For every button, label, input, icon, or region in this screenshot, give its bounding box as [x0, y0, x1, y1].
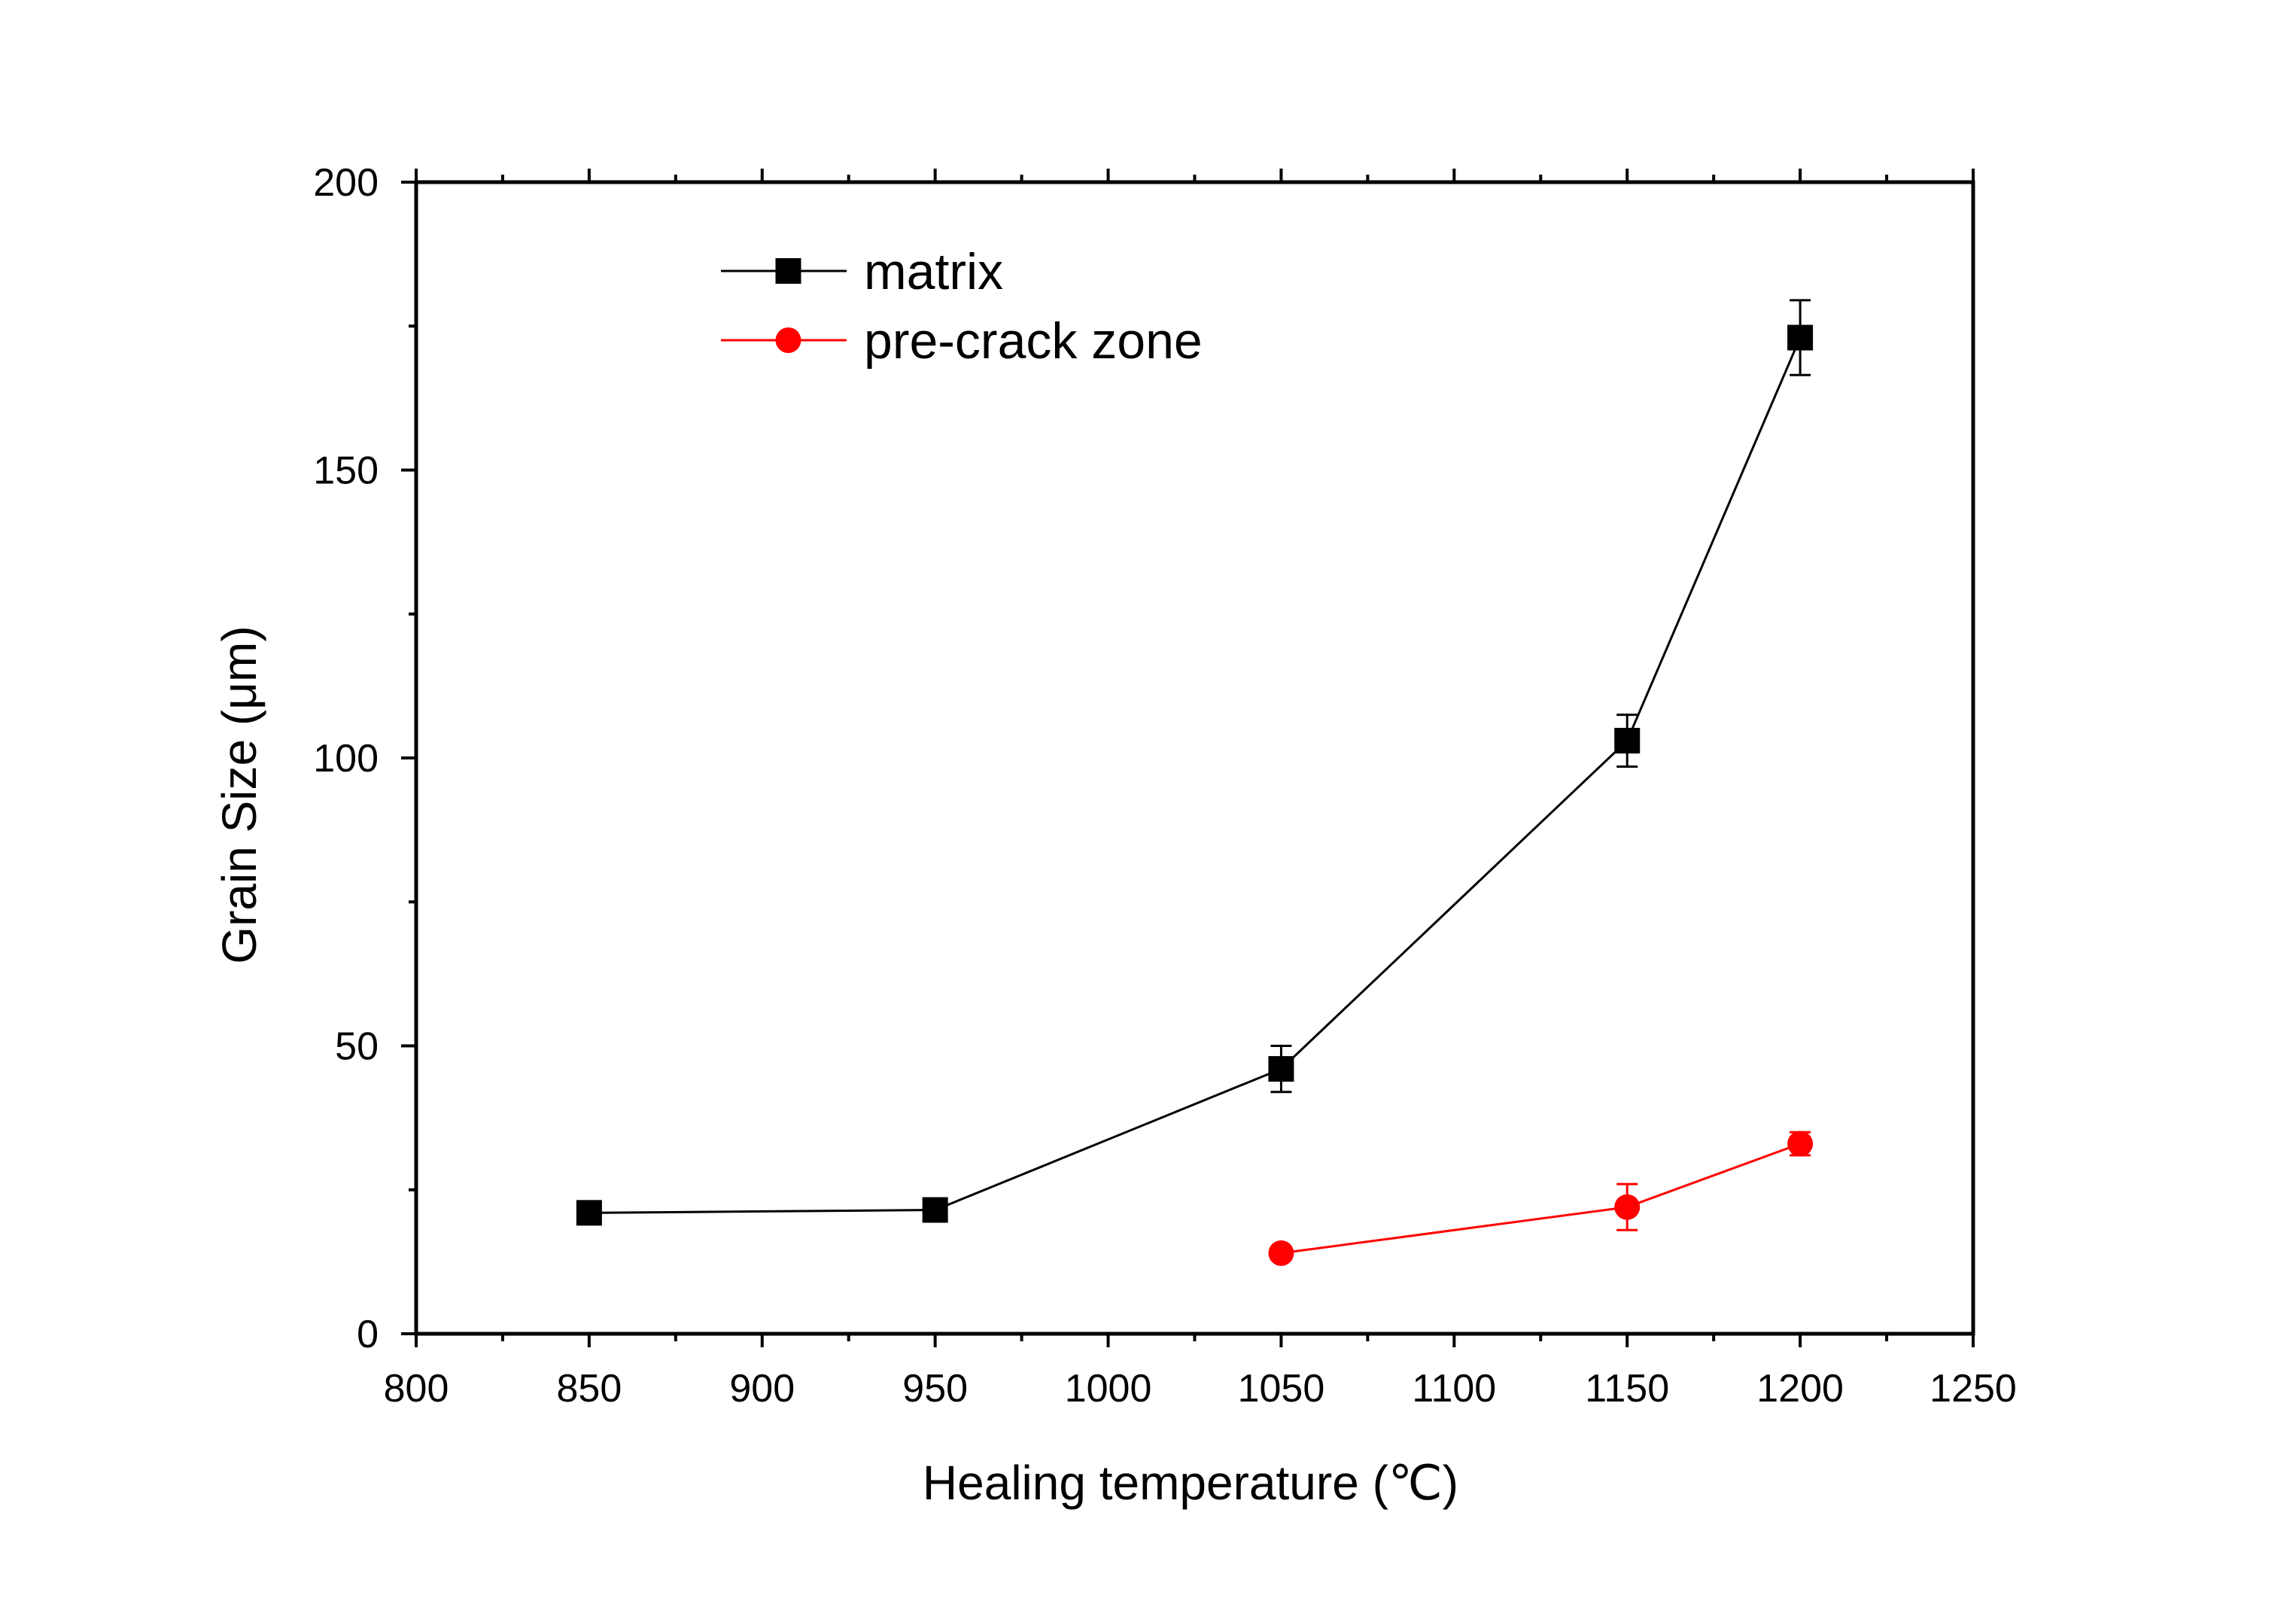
data-point-matrix: [1614, 728, 1641, 754]
y-axis: 0 50 100 150 200: [313, 161, 416, 1356]
legend-label: matrix: [864, 243, 1003, 300]
data-point-pre-crack-zone: [1787, 1131, 1814, 1157]
data-point-matrix: [576, 1200, 602, 1226]
series-layer: [576, 299, 1814, 1266]
legend-label: pre-crack zone: [864, 312, 1203, 370]
x-tick-label: 850: [557, 1367, 622, 1411]
y-tick-label: 150: [313, 449, 379, 493]
y-axis-title: Grain Size (μm): [212, 625, 266, 963]
legend: matrix pre-crack zone: [721, 243, 1203, 370]
x-tick-label: 1150: [1585, 1367, 1669, 1411]
x-axis: 800 850 900 950 1000 1050 1100 1150 1200 1250: [384, 169, 2017, 1411]
x-axis-title: Healing temperature (℃): [923, 1456, 1458, 1510]
y-tick-label: 100: [313, 737, 379, 781]
series-line-matrix: [588, 336, 1802, 1214]
x-tick-label: 800: [384, 1367, 449, 1411]
x-tick-label: 1000: [1065, 1367, 1152, 1411]
data-point-matrix: [922, 1197, 948, 1223]
data-point-matrix: [1268, 1056, 1294, 1082]
legend-marker: [775, 258, 801, 284]
legend-marker: [775, 327, 801, 353]
y-tick-label: 0: [357, 1313, 379, 1356]
data-point-matrix: [1787, 324, 1814, 351]
y-tick-label: 200: [313, 161, 379, 205]
x-tick-label: 900: [729, 1367, 795, 1411]
y-tick-label: 50: [335, 1025, 379, 1069]
data-point-pre-crack-zone: [1268, 1240, 1294, 1266]
data-point-pre-crack-zone: [1614, 1194, 1641, 1220]
x-tick-label: 1200: [1756, 1367, 1844, 1411]
x-tick-label: 1250: [1930, 1367, 2017, 1411]
x-tick-label: 950: [902, 1367, 968, 1411]
series-line-pre-crack-zone: [1281, 1143, 1801, 1255]
x-tick-label: 1100: [1412, 1367, 1496, 1411]
x-tick-label: 1050: [1238, 1367, 1325, 1411]
